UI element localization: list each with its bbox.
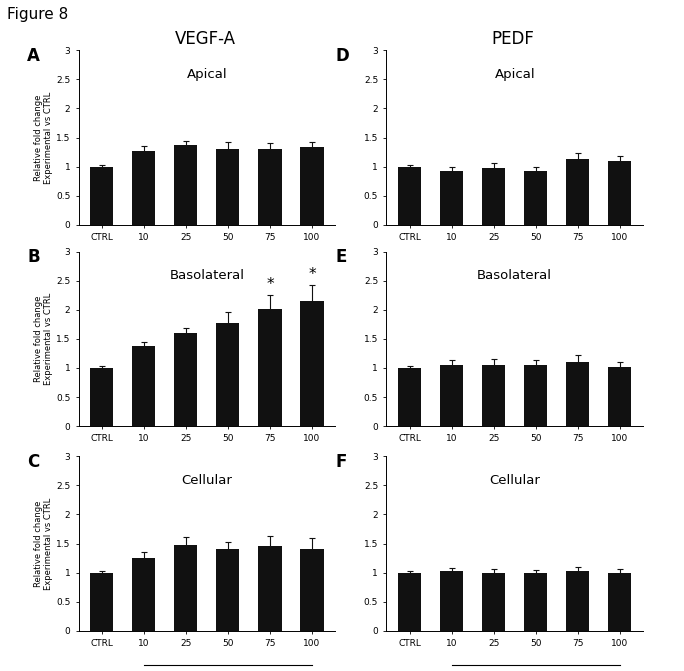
Bar — [524, 365, 547, 426]
Text: F: F — [335, 453, 347, 471]
Text: Apical: Apical — [495, 68, 535, 81]
Text: B: B — [27, 248, 40, 266]
Bar — [566, 159, 590, 225]
Bar — [440, 170, 463, 225]
Text: Basolateral: Basolateral — [170, 269, 244, 282]
Text: BMP-4 (ng/ml): BMP-4 (ng/ml) — [504, 266, 568, 275]
Bar — [524, 572, 547, 631]
Text: BMP-4 (ng/ml): BMP-4 (ng/ml) — [196, 266, 260, 275]
Bar — [482, 572, 505, 631]
Text: PEDF: PEDF — [492, 30, 534, 48]
Bar — [216, 550, 239, 631]
Bar — [300, 148, 324, 225]
Text: BMP-4 (ng/ml): BMP-4 (ng/ml) — [196, 467, 260, 476]
Text: *: * — [266, 276, 274, 292]
Bar — [608, 161, 631, 225]
Bar — [259, 149, 282, 225]
Text: C: C — [27, 453, 40, 471]
Text: D: D — [335, 47, 349, 65]
Bar — [398, 572, 421, 631]
Bar — [566, 572, 590, 631]
Text: Cellular: Cellular — [181, 474, 233, 486]
Text: VEGF-A: VEGF-A — [174, 30, 236, 48]
Bar — [216, 148, 239, 225]
Bar — [90, 368, 114, 426]
Y-axis label: Relative fold change
Experimental vs CTRL: Relative fold change Experimental vs CTR… — [34, 293, 53, 385]
Text: E: E — [335, 248, 347, 266]
Bar — [440, 365, 463, 426]
Bar — [90, 166, 114, 225]
Text: Cellular: Cellular — [489, 474, 540, 486]
Bar — [259, 546, 282, 631]
Bar — [132, 346, 155, 426]
Y-axis label: Relative fold change
Experimental vs CTRL: Relative fold change Experimental vs CTR… — [34, 91, 53, 184]
Bar — [132, 558, 155, 631]
Bar — [174, 546, 198, 631]
Bar — [90, 572, 114, 631]
Bar — [608, 367, 631, 426]
Text: Figure 8: Figure 8 — [7, 7, 68, 21]
Bar — [300, 301, 324, 426]
Bar — [174, 145, 198, 225]
Bar — [174, 333, 198, 426]
Bar — [259, 309, 282, 426]
Text: A: A — [27, 47, 40, 65]
Text: BMP-4 (ng/ml): BMP-4 (ng/ml) — [504, 467, 568, 476]
Bar — [566, 362, 590, 426]
Bar — [398, 166, 421, 225]
Bar — [524, 170, 547, 225]
Y-axis label: Relative fold change
Experimental vs CTRL: Relative fold change Experimental vs CTR… — [34, 497, 53, 590]
Bar — [300, 550, 324, 631]
Bar — [482, 365, 505, 426]
Text: Basolateral: Basolateral — [477, 269, 552, 282]
Bar — [132, 151, 155, 225]
Text: Apical: Apical — [187, 68, 227, 81]
Bar — [482, 168, 505, 225]
Text: *: * — [308, 267, 316, 282]
Bar — [608, 572, 631, 631]
Bar — [216, 323, 239, 426]
Bar — [398, 368, 421, 426]
Bar — [440, 572, 463, 631]
